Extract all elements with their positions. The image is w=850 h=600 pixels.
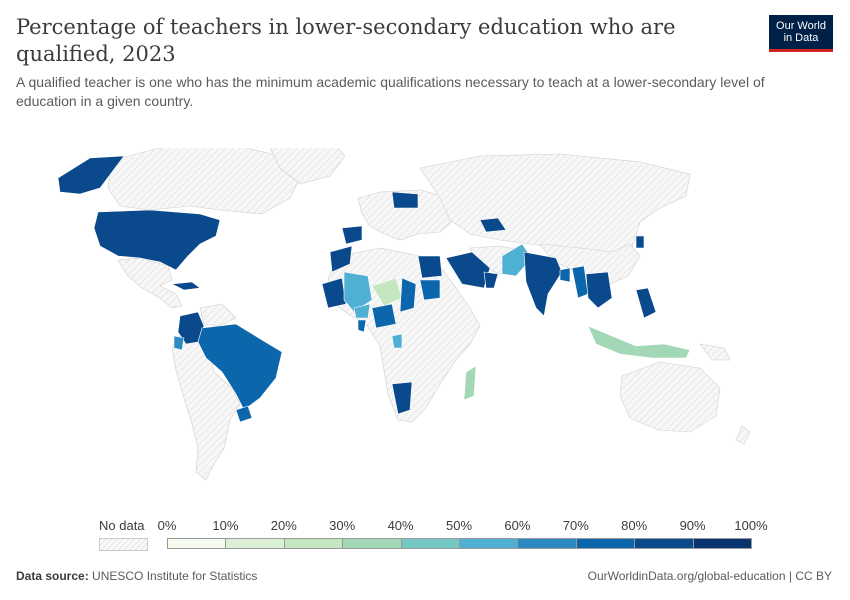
legend-bin-0[interactable] (167, 538, 227, 549)
legend-tick-label: 0% (157, 518, 177, 533)
legend-bin-7[interactable] (575, 538, 636, 549)
owid-logo[interactable]: Our World in Data (769, 15, 833, 52)
country-ecuador[interactable] (173, 335, 185, 351)
country-fills (57, 155, 691, 423)
data-source-value: UNESCO Institute for Statistics (92, 569, 258, 583)
chart-title: Percentage of teachers in lower-secondar… (16, 15, 676, 66)
legend-bin-9[interactable] (692, 538, 752, 549)
legend-bin-3[interactable] (342, 538, 402, 549)
legend-tick-label: 80% (621, 518, 648, 533)
legend-tick-label: 60% (504, 518, 531, 533)
legend-tick-label: 50% (445, 518, 473, 533)
country-burkina-faso[interactable] (353, 303, 371, 319)
country-ukraine[interactable] (391, 191, 419, 209)
country-uruguay[interactable] (235, 405, 253, 423)
country-brazil[interactable] (197, 323, 283, 411)
country-thailand-cambodia-vietnam[interactable] (585, 271, 613, 309)
no-data-swatch[interactable] (99, 538, 148, 551)
legend-tick-label: 20% (270, 518, 297, 533)
footer-url[interactable]: OurWorldinData.org/global-education | CC… (587, 569, 832, 583)
country-oman[interactable] (483, 271, 499, 289)
legend-bin-1[interactable] (225, 538, 285, 549)
map-legend: No data 0% 10% 20% 30% 40% 50% 60% 70% 80% 90% 100… (96, 515, 768, 555)
legend-bin-2[interactable] (283, 538, 344, 549)
country-nigeria[interactable] (371, 303, 397, 329)
data-source: Data source: UNESCO Institute for Statis… (16, 569, 257, 583)
country-alaska[interactable] (57, 155, 125, 195)
logo-line-2: in Data (783, 32, 819, 44)
legend-bin-4[interactable] (400, 538, 460, 549)
country-bangladesh[interactable] (559, 267, 571, 283)
country-south-korea[interactable] (635, 235, 645, 249)
country-morocco[interactable] (329, 245, 353, 273)
country-mauritania[interactable] (321, 277, 347, 309)
country-united-states[interactable] (93, 209, 221, 271)
logo-line-1: Our World (776, 20, 826, 32)
country-cuba[interactable] (170, 281, 201, 291)
world-map[interactable] (0, 148, 850, 508)
country-uzbekistan[interactable] (479, 217, 507, 233)
country-egypt[interactable] (417, 255, 443, 279)
legend-bin-6[interactable] (517, 538, 577, 549)
no-data-landmass (107, 148, 751, 481)
country-namibia[interactable] (391, 381, 413, 415)
legend-tick-label: 100% (734, 518, 768, 533)
country-madagascar[interactable] (463, 365, 477, 401)
legend-tick-label: 90% (679, 518, 706, 533)
country-ghana[interactable] (357, 319, 367, 333)
no-data-label: No data (99, 518, 145, 533)
country-spain[interactable] (341, 225, 363, 245)
legend-bin-5[interactable] (459, 538, 519, 549)
data-source-label: Data source: (16, 569, 89, 583)
legend-bin-8[interactable] (634, 538, 694, 549)
country-philippines[interactable] (635, 287, 657, 319)
legend-tick-label: 10% (212, 518, 239, 533)
country-sudan[interactable] (419, 279, 441, 301)
country-indonesia[interactable] (587, 325, 691, 359)
legend-tick-label: 30% (329, 518, 356, 533)
chart-subtitle: A qualified teacher is one who has the m… (16, 74, 765, 109)
legend-tick-label: 70% (562, 518, 589, 533)
legend-tick-label: 40% (387, 518, 414, 533)
country-chad[interactable] (399, 277, 417, 313)
country-india[interactable] (523, 251, 563, 317)
country-gabon[interactable] (391, 333, 403, 349)
